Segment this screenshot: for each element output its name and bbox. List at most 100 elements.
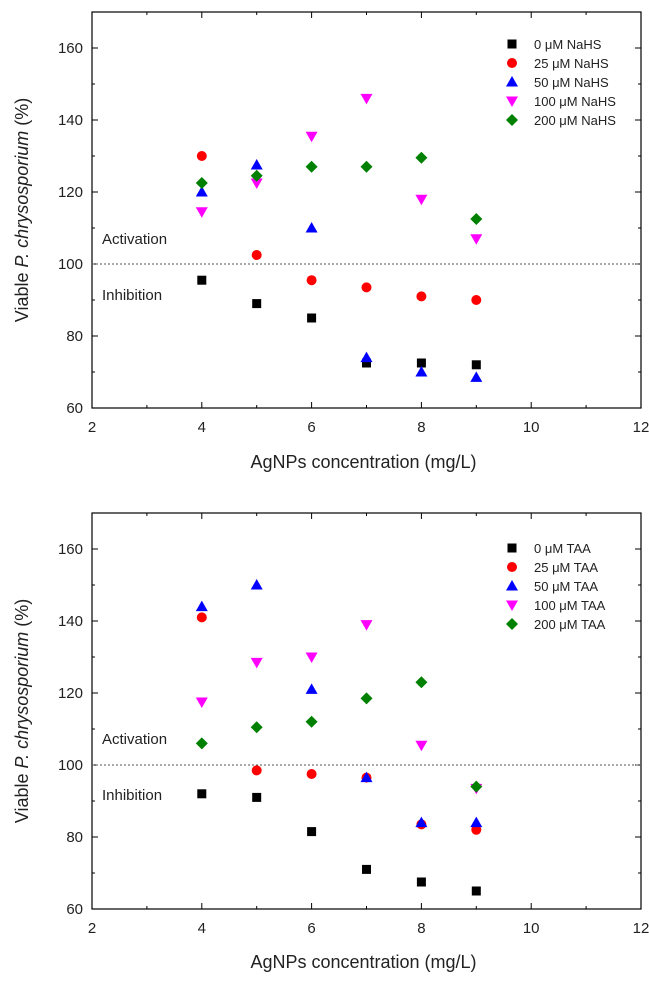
data-point [362,358,371,368]
x-tick-label: 4 [198,920,206,937]
data-point [195,207,208,218]
data-point [251,250,262,260]
legend-marker [506,96,518,107]
data-point [416,877,426,887]
data-point [360,93,373,105]
x-tick-label: 2 [88,920,96,937]
y-axis-label: Viable P. chrysosporium (%) [12,98,32,322]
data-point [415,194,428,206]
data-point [306,275,317,286]
series-2 [195,159,483,382]
data-point [415,816,428,828]
data-point [305,160,318,173]
data-point [195,600,208,612]
data-point [305,131,318,143]
data-point [195,186,208,197]
x-tick-label: 6 [307,920,315,937]
data-point [195,737,208,750]
x-tick-label: 8 [417,419,425,436]
data-point [252,792,262,802]
data-point [250,657,263,669]
x-tick-label: 4 [198,419,206,436]
y-tick-label: 100 [58,757,83,774]
legend-label: 50 μM TAA [534,579,598,594]
data-point [305,683,318,694]
x-tick-label: 12 [633,920,649,937]
data-point [415,676,428,689]
y-tick-label: 160 [58,541,83,558]
y-tick-label: 140 [58,613,83,630]
data-point [415,740,428,752]
data-point [307,827,317,837]
data-point [195,697,208,708]
data-point [470,213,483,225]
y-axis-label-species: P. chrysosporium [12,632,32,769]
legend-marker [506,580,518,591]
data-point [470,371,483,382]
x-tick-label: 10 [523,920,540,937]
annotation-inhibition: Inhibition [102,287,162,304]
data-point [195,177,208,189]
y-axis-label-unit: (%) [12,98,32,131]
data-point [250,721,263,734]
legend-label: 200 μM TAA [534,617,606,632]
data-point [470,234,483,245]
y-axis-label-prefix: Viable [12,769,32,824]
data-point [252,299,262,309]
data-point [471,295,482,305]
legend-marker [506,618,518,630]
y-tick-label: 80 [66,328,83,345]
data-point [416,291,427,302]
data-point [471,886,481,896]
data-point [197,789,207,799]
series-4 [195,676,483,793]
annotation-activation: Activation [102,231,167,248]
data-point [306,769,317,779]
data-point [307,313,317,323]
chart-panel-taa: 2 4 6 8 10 12 60 80 100 120 140 160 Activation Inhibi… [12,512,649,972]
x-axis-label: AgNPs concentration (mg/L) [250,952,476,972]
data-point [251,765,262,776]
legend-label: 25 μM TAA [534,560,598,575]
data-point [416,358,426,368]
legend-label: 0 μM NaHS [534,37,602,52]
y-tick-label: 120 [58,184,83,201]
legend-marker [506,114,518,126]
series-3 [195,620,483,795]
y-axis-label-species: P. chrysosporium [12,131,32,268]
data-point [470,780,483,793]
data-point [305,222,318,233]
series-1 [196,151,482,305]
data-point [360,351,373,363]
x-tick-label: 2 [88,419,96,436]
y-tick-label: 60 [66,400,83,417]
series-2 [195,579,483,828]
annotation-activation: Activation [102,731,167,748]
data-point [250,169,263,182]
y-tick-label: 160 [58,40,83,57]
data-point [360,771,373,783]
data-point [362,864,371,874]
data-point [360,160,373,173]
y-axis-label-unit: (%) [12,599,32,632]
plot-frame [91,11,642,409]
data-point [360,692,373,705]
x-tick-label: 8 [417,920,425,937]
legend-label: 0 μM TAA [534,541,591,556]
y-tick-label: 100 [58,256,83,273]
data-point [471,824,482,835]
chart-panel-nahs: 2 4 6 8 10 12 60 80 100 120 140 160 Activation Inhibi… [12,11,649,472]
y-tick-label: 80 [66,829,83,846]
series-4 [195,151,483,225]
legend-marker [506,76,518,87]
x-axis-label: AgNPs concentration (mg/L) [250,452,476,472]
x-tick-label: 6 [307,419,315,436]
series-1 [196,612,482,835]
legend-label: 25 μM NaHS [534,56,609,71]
data-point [197,275,207,285]
data-point [196,612,207,623]
x-tick-label: 10 [523,419,540,436]
legend-label: 50 μM NaHS [534,75,609,90]
data-point [361,282,372,293]
